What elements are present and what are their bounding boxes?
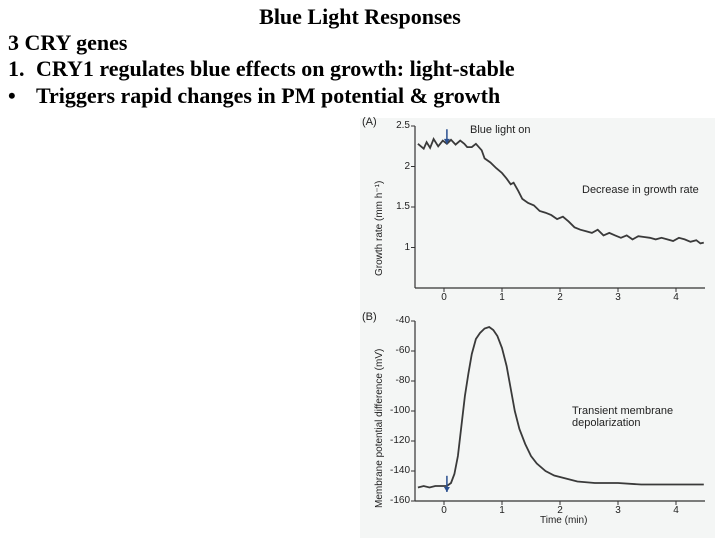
panel-b-ytick-4: -80 xyxy=(380,375,410,386)
panel-b-ytick-5: -60 xyxy=(380,345,410,356)
panel-b-ytick-2: -120 xyxy=(380,435,410,446)
bullet-1-text: CRY1 regulates blue effects on growth: l… xyxy=(36,56,515,82)
panel-b-ytick-6: -40 xyxy=(380,315,410,326)
panel-a-ytick-1: 1.5 xyxy=(386,201,410,212)
panel-a-xtick-3: 3 xyxy=(608,292,628,303)
slide-title: Blue Light Responses xyxy=(0,0,720,30)
bullet-1-marker: 1. xyxy=(8,56,36,82)
panel-a-ytick-2: 2 xyxy=(386,161,410,172)
bullet-1: 1. CRY1 regulates blue effects on growth… xyxy=(0,56,720,82)
panel-b-ytick-1: -140 xyxy=(380,465,410,476)
panel-b: (B) Membrane potential difference (mV) T… xyxy=(360,313,715,528)
bullet-2-text: Triggers rapid changes in PM potential &… xyxy=(36,83,500,109)
panel-b-xtick-1: 1 xyxy=(492,505,512,516)
panel-a: (A) Growth rate (mm h⁻¹) Blue light on D… xyxy=(360,118,715,308)
panel-a-ytick-3: 2.5 xyxy=(386,120,410,131)
panel-b-xtick-3: 3 xyxy=(608,505,628,516)
panel-b-xtick-0: 0 xyxy=(434,505,454,516)
panel-a-xtick-4: 4 xyxy=(666,292,686,303)
panel-b-ytick-0: -160 xyxy=(380,495,410,506)
bullet-2: • Triggers rapid changes in PM potential… xyxy=(0,83,720,109)
panel-a-svg xyxy=(360,118,715,308)
panel-b-xlabel: Time (min) xyxy=(540,515,587,526)
panel-a-xtick-1: 1 xyxy=(492,292,512,303)
panel-a-annot-decrease: Decrease in growth rate xyxy=(582,184,699,196)
panel-a-xtick-0: 0 xyxy=(434,292,454,303)
panel-b-ytick-3: -100 xyxy=(380,405,410,416)
panel-b-xtick-2: 2 xyxy=(550,505,570,516)
panel-b-xtick-4: 4 xyxy=(666,505,686,516)
bullet-2-marker: • xyxy=(8,83,36,109)
panel-a-xtick-2: 2 xyxy=(550,292,570,303)
panel-b-annot-transient: Transient membrane depolarization xyxy=(572,405,673,429)
figure-area: (A) Growth rate (mm h⁻¹) Blue light on D… xyxy=(360,118,715,538)
heading-cry-genes: 3 CRY genes xyxy=(0,30,720,56)
panel-a-annot-blue: Blue light on xyxy=(470,124,531,136)
panel-a-ytick-0: 1 xyxy=(386,242,410,253)
